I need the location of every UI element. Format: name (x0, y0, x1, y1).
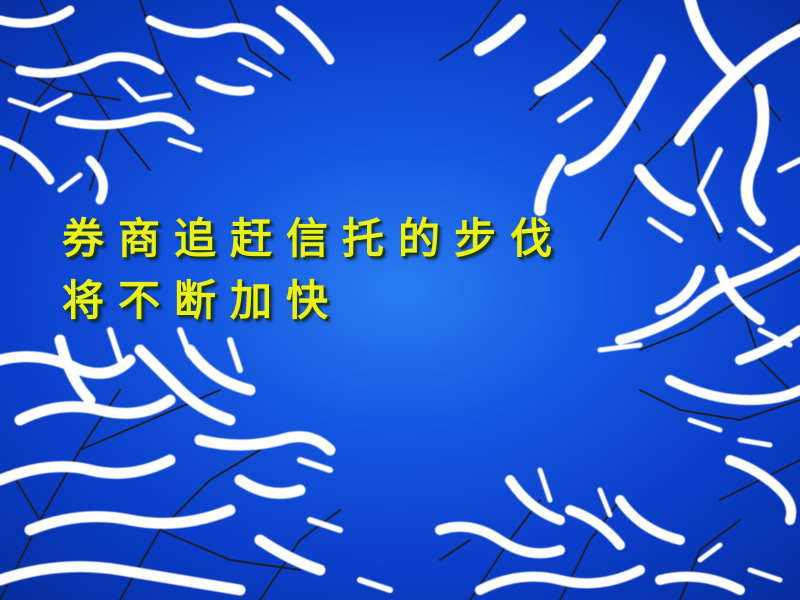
slide-headline: 券商追赶信托的步伐 将不断加快 (62, 208, 566, 332)
headline-line-1: 券商追赶信托的步伐 (62, 214, 567, 263)
headline-line-2: 将不断加快 (62, 276, 343, 325)
